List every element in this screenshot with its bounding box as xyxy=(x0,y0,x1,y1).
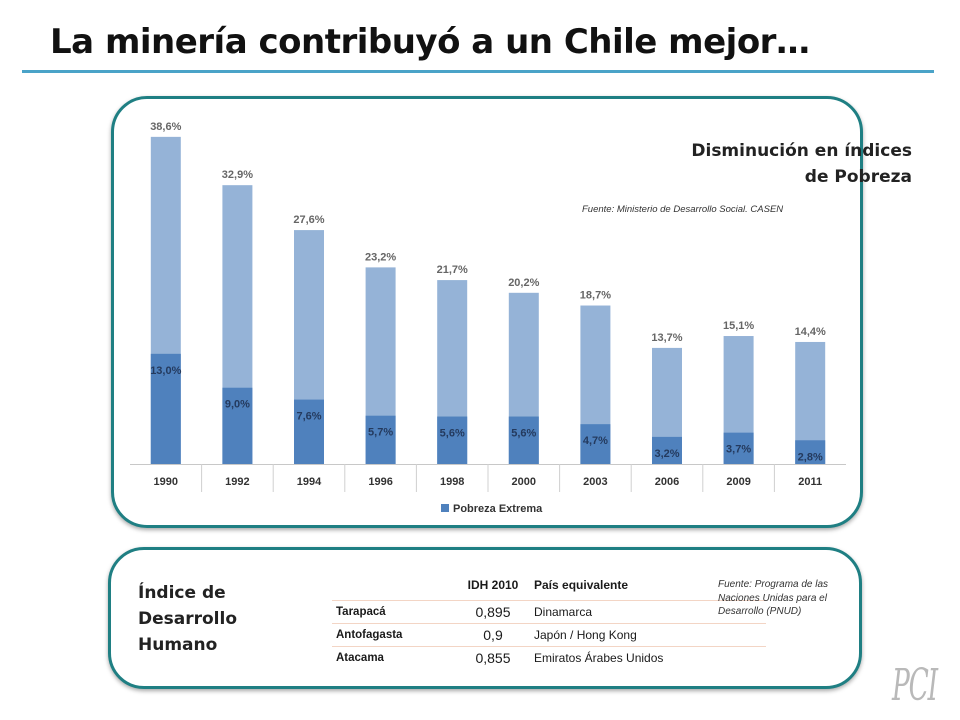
idh-source: Fuente: Programa de las Naciones Unidas … xyxy=(718,579,829,617)
bar-extreme xyxy=(150,353,181,464)
chart-source: Fuente: Ministerio de Desarrollo Social.… xyxy=(582,204,784,215)
data-label-total: 14,4% xyxy=(795,326,826,338)
title-underline xyxy=(22,70,934,73)
bar-extreme xyxy=(795,440,826,464)
idh-country: Japón / Hong Kong xyxy=(530,623,766,647)
x-tick-label: 2006 xyxy=(655,476,679,488)
bar-extreme xyxy=(652,436,682,464)
data-label-total: 13,7% xyxy=(651,332,682,344)
data-label-total: 23,2% xyxy=(365,251,396,263)
table-row: Antofagasta 0,9 Japón / Hong Kong xyxy=(332,623,766,647)
x-tick-label: 1992 xyxy=(225,476,249,488)
x-tick-label: 2000 xyxy=(512,476,536,488)
table-row: Atacama 0,855 Emiratos Árabes Unidos xyxy=(332,646,766,669)
idh-heading-line: Desarrollo xyxy=(138,609,238,629)
chart-title: Disminución en índices de Pobreza xyxy=(612,138,912,190)
x-tick-label: 1990 xyxy=(154,476,178,488)
pci-logo: PCI xyxy=(892,660,938,711)
idh-col-value: IDH 2010 xyxy=(467,578,519,592)
table-row: Tarapacá 0,895 Dinamarca xyxy=(332,600,766,624)
x-tick-label: 2003 xyxy=(583,476,607,488)
idh-heading-line: Índice de xyxy=(138,583,226,603)
idh-col-country: País equivalente xyxy=(534,578,629,592)
legend-label: Pobreza Extrema xyxy=(453,503,543,515)
bar-extreme xyxy=(437,416,468,464)
idh-heading: Índice de Desarrollo Humano xyxy=(138,580,268,658)
idh-region: Tarapacá xyxy=(332,600,456,624)
data-label-total: 15,1% xyxy=(723,320,754,332)
data-label-extreme: 5,6% xyxy=(440,428,465,440)
x-tick-label: 1996 xyxy=(368,476,392,488)
data-label-total: 21,7% xyxy=(437,264,468,276)
idh-table-header: IDH 2010 País equivalente xyxy=(332,570,766,601)
data-label-total: 20,2% xyxy=(508,277,539,289)
data-label-total: 38,6% xyxy=(150,121,181,133)
x-tick-label: 2011 xyxy=(798,476,822,488)
data-label-extreme: 3,7% xyxy=(726,444,751,456)
chart-title-line2: de Pobreza xyxy=(804,167,912,187)
data-label-total: 27,6% xyxy=(293,214,324,226)
bar-extreme xyxy=(508,416,539,464)
data-label-total: 32,9% xyxy=(222,169,253,181)
data-label-extreme: 5,6% xyxy=(511,428,536,440)
data-label-total: 18,7% xyxy=(580,290,611,302)
idh-col-region xyxy=(332,570,456,601)
data-label-extreme: 5,7% xyxy=(368,427,393,439)
page-title: La minería contribuyó a un Chile mejor… xyxy=(50,22,810,62)
legend-swatch xyxy=(441,504,449,512)
idh-country: Dinamarca xyxy=(530,600,766,624)
bar-extreme xyxy=(723,432,754,464)
bar-extreme xyxy=(580,424,611,464)
idh-value: 0,855 xyxy=(456,646,530,669)
bar-extreme xyxy=(365,415,396,464)
x-tick-label: 2009 xyxy=(726,476,750,488)
idh-region: Atacama xyxy=(332,646,456,669)
data-label-extreme: 7,6% xyxy=(296,411,321,423)
data-label-extreme: 9,0% xyxy=(225,399,250,411)
idh-heading-line: Humano xyxy=(138,635,218,655)
idh-table: IDH 2010 País equivalente Tarapacá 0,895… xyxy=(332,570,766,669)
chart-title-line1: Disminución en índices xyxy=(691,141,912,161)
idh-value: 0,9 xyxy=(456,623,530,647)
bar-extreme xyxy=(222,387,253,464)
bar-extreme xyxy=(294,399,324,464)
idh-country: Emiratos Árabes Unidos xyxy=(530,646,766,669)
x-tick-label: 1994 xyxy=(297,476,322,488)
data-label-extreme: 2,8% xyxy=(798,451,823,463)
data-label-extreme: 13,0% xyxy=(150,365,181,377)
idh-value: 0,895 xyxy=(456,600,530,624)
idh-region: Antofagasta xyxy=(332,623,456,647)
data-label-extreme: 3,2% xyxy=(654,448,679,460)
x-tick-label: 1998 xyxy=(440,476,464,488)
data-label-extreme: 4,7% xyxy=(583,435,608,447)
